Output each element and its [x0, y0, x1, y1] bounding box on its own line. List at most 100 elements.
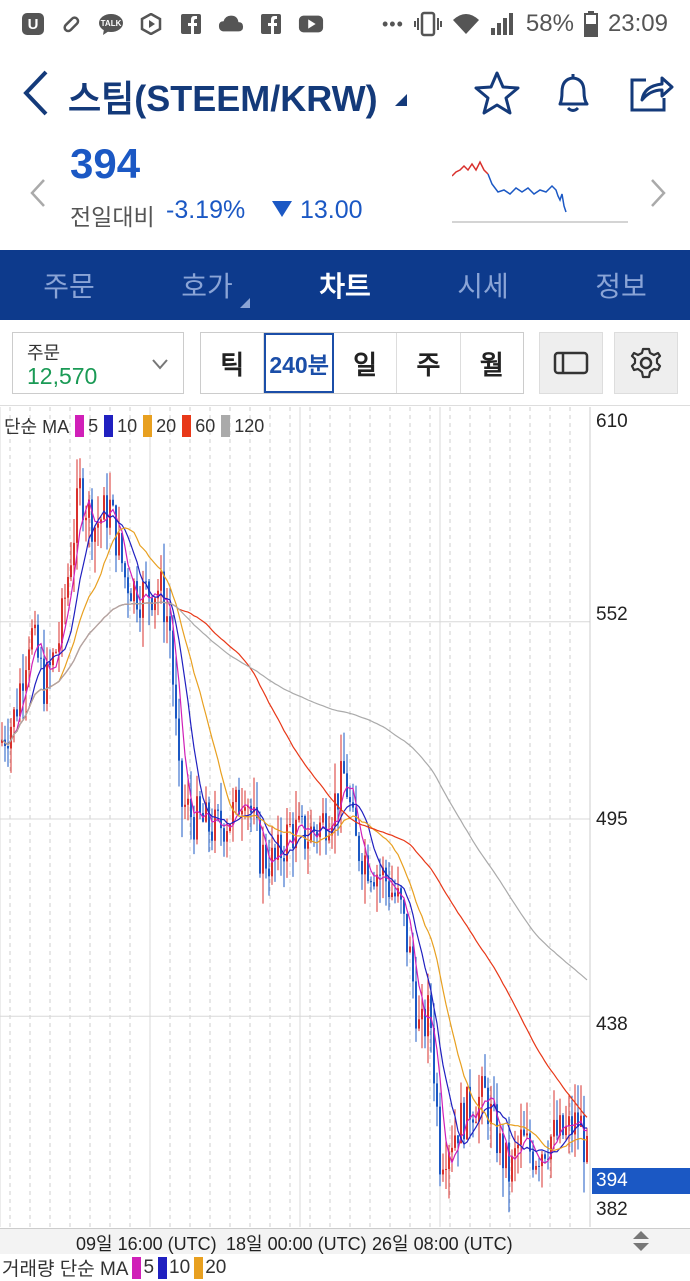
candle-body: [31, 628, 33, 650]
star-icon[interactable]: [474, 70, 520, 116]
candle-body: [544, 1154, 546, 1159]
layout-toggle-button[interactable]: [539, 332, 603, 394]
candle-body: [154, 598, 156, 611]
candlestick-chart[interactable]: 단순 MA 5 10 20 60 120 610 552 495 438 394…: [0, 407, 690, 1227]
candle-body: [13, 709, 15, 727]
candle-body: [349, 797, 351, 803]
candle-body: [169, 616, 171, 631]
candle-body: [127, 577, 129, 594]
main-tabs: 주문 호가 차트 시세 정보: [0, 250, 690, 320]
candle-body: [304, 816, 306, 849]
change-percent: -3.19%: [166, 196, 246, 224]
candle-body: [106, 495, 108, 528]
bell-icon[interactable]: [550, 70, 596, 116]
candle-body: [205, 802, 207, 822]
tab-info[interactable]: 정보: [595, 271, 647, 302]
tab-quotes[interactable]: 시세: [457, 271, 509, 302]
period-day[interactable]: 일: [334, 333, 398, 393]
ma-swatch: [182, 415, 192, 437]
candle-body: [79, 478, 81, 489]
candle-body: [298, 815, 300, 820]
x-tick-label: 09일 16:00 (UTC): [76, 1234, 217, 1254]
candle-body: [475, 1121, 477, 1123]
ma-legend-10: 10: [117, 415, 138, 436]
candle-body: [412, 946, 414, 982]
candle-body: [559, 1115, 561, 1136]
coin-title[interactable]: 스팀(STEEM/KRW): [68, 78, 378, 119]
chevron-right-icon[interactable]: [646, 176, 670, 210]
chart-canvas[interactable]: [0, 407, 690, 1227]
candle-body: [193, 817, 195, 840]
caret-down-icon[interactable]: [395, 94, 407, 106]
ma-swatch: [158, 1256, 168, 1279]
candle-body: [523, 1129, 525, 1136]
candle-body: [445, 1168, 447, 1170]
tab-order[interactable]: 주문: [43, 271, 95, 302]
candle-body: [535, 1165, 537, 1170]
candle-body: [85, 517, 87, 521]
candle-body: [151, 597, 153, 611]
candle-body: [139, 609, 141, 618]
candle-body: [568, 1116, 570, 1127]
candle-body: [67, 577, 69, 598]
candle-body: [232, 802, 234, 825]
candle-body: [538, 1165, 540, 1167]
candle-body: [121, 533, 123, 564]
candle-body: [130, 593, 132, 602]
candle-body: [16, 709, 18, 717]
candle-body: [496, 1104, 498, 1154]
share-icon[interactable]: [628, 70, 674, 116]
candle-body: [286, 824, 288, 862]
candle-body: [328, 835, 330, 841]
candle-body: [301, 815, 303, 817]
candle-body: [451, 1147, 453, 1153]
period-month[interactable]: 월: [479, 349, 504, 380]
ma-swatch: [104, 415, 114, 437]
clock: 23:09: [607, 10, 668, 37]
candle-body: [112, 499, 114, 506]
order-quantity-select[interactable]: 주문 12,570: [12, 332, 184, 394]
candle-body: [562, 1115, 564, 1136]
candle-body: [235, 789, 237, 803]
candle-body: [244, 807, 246, 811]
y-tick-label: 382: [596, 1199, 628, 1220]
candle-body: [145, 581, 147, 583]
candle-body: [64, 597, 66, 599]
candle-body: [343, 761, 345, 774]
candle-body: [265, 844, 267, 869]
candle-body: [586, 1135, 588, 1163]
resize-handle-icon[interactable]: [630, 1230, 652, 1252]
chevron-left-icon[interactable]: [26, 176, 50, 210]
candle-body: [472, 1119, 474, 1123]
period-240min[interactable]: 240분: [264, 333, 334, 393]
candle-body: [178, 718, 180, 761]
gear-icon: [630, 347, 662, 379]
candle-body: [433, 1027, 435, 1084]
candle-body: [487, 1087, 489, 1125]
candle-body: [373, 882, 375, 887]
candle-body: [214, 809, 216, 841]
candle-body: [394, 892, 396, 897]
candle-body: [268, 868, 270, 877]
candle-body: [514, 1148, 516, 1156]
chart-toolbar: 주문 12,570 틱 240분 일 주 월: [0, 322, 690, 406]
candle-body: [382, 867, 384, 876]
candle-body: [289, 824, 291, 826]
back-icon[interactable]: [18, 66, 58, 120]
candle-body: [463, 1102, 465, 1140]
candle-body: [574, 1112, 576, 1135]
period-week[interactable]: 주: [397, 333, 461, 393]
candle-body: [7, 746, 9, 749]
price-summary: 394 전일대비 -3.19% 13.00: [0, 136, 690, 248]
candle-body: [211, 831, 213, 841]
candle-body: [490, 1104, 492, 1125]
candle-body: [322, 813, 324, 823]
chart-settings-button[interactable]: [614, 332, 678, 394]
period-tick[interactable]: 틱: [201, 333, 265, 393]
tab-orderbook[interactable]: 호가: [138, 250, 276, 320]
candle-body: [277, 834, 279, 860]
candle-body: [55, 651, 57, 653]
candle-body: [565, 1126, 567, 1136]
tab-chart[interactable]: 차트: [319, 271, 371, 302]
candle-body: [406, 913, 408, 953]
